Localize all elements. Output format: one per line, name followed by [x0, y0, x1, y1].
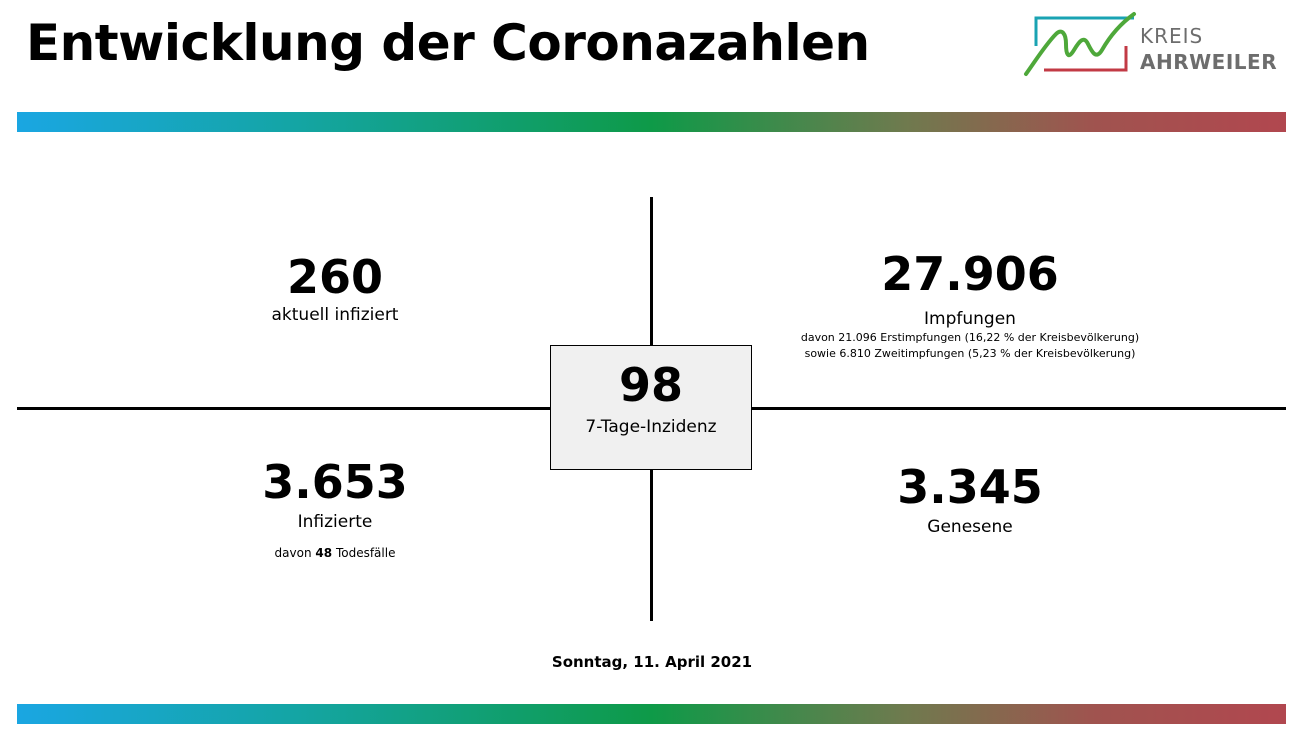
recovered-value: 3.345 — [897, 460, 1043, 514]
page-title: Entwicklung der Coronazahlen — [26, 14, 870, 72]
deaths-value: 48 — [315, 546, 333, 560]
kreis-ahrweiler-logo-icon — [1024, 12, 1136, 76]
total-infected-value: 3.653 — [262, 455, 408, 509]
kreis-ahrweiler-logo: KREIS AHRWEILER — [1022, 10, 1284, 80]
deaths-prefix: davon — [274, 546, 312, 560]
total-infected-panel: 3.653 Infizierte davon 48 Todesfälle — [175, 455, 495, 561]
total-infected-label: Infizierte — [297, 512, 373, 532]
incidence-value: 98 — [618, 358, 683, 412]
incidence-label: 7-Tage-Inzidenz — [585, 417, 717, 437]
deaths-note: davon 48 Todesfälle — [175, 545, 495, 561]
vaccinations-panel: 27.906 Impfungen davon 21.096 Erstimpfun… — [760, 247, 1180, 362]
vaccinations-label: Impfungen — [924, 309, 1016, 329]
recovered-label: Genesene — [927, 517, 1013, 537]
active-infections-label: aktuell infiziert — [271, 305, 399, 325]
deaths-suffix: Todesfälle — [335, 546, 396, 560]
top-gradient-bar — [17, 112, 1286, 132]
bottom-gradient-bar — [17, 704, 1286, 724]
report-date: Sonntag, 11. April 2021 — [551, 653, 753, 671]
active-infections-panel: 260 aktuell infiziert — [175, 250, 495, 326]
active-infections-value: 260 — [286, 250, 384, 304]
logo-text-ahrweiler: AHRWEILER — [1140, 50, 1278, 74]
vaccinations-value: 27.906 — [881, 247, 1059, 301]
vaccinations-first-dose: davon 21.096 Erstimpfungen (16,22 % der … — [800, 331, 1140, 344]
logo-text-kreis: KREIS — [1140, 24, 1204, 48]
incidence-box: 98 7-Tage-Inzidenz — [550, 345, 752, 470]
vaccinations-second-dose: sowie 6.810 Zweitimpfungen (5,23 % der K… — [804, 347, 1136, 360]
recovered-panel: 3.345 Genesene — [810, 460, 1130, 538]
